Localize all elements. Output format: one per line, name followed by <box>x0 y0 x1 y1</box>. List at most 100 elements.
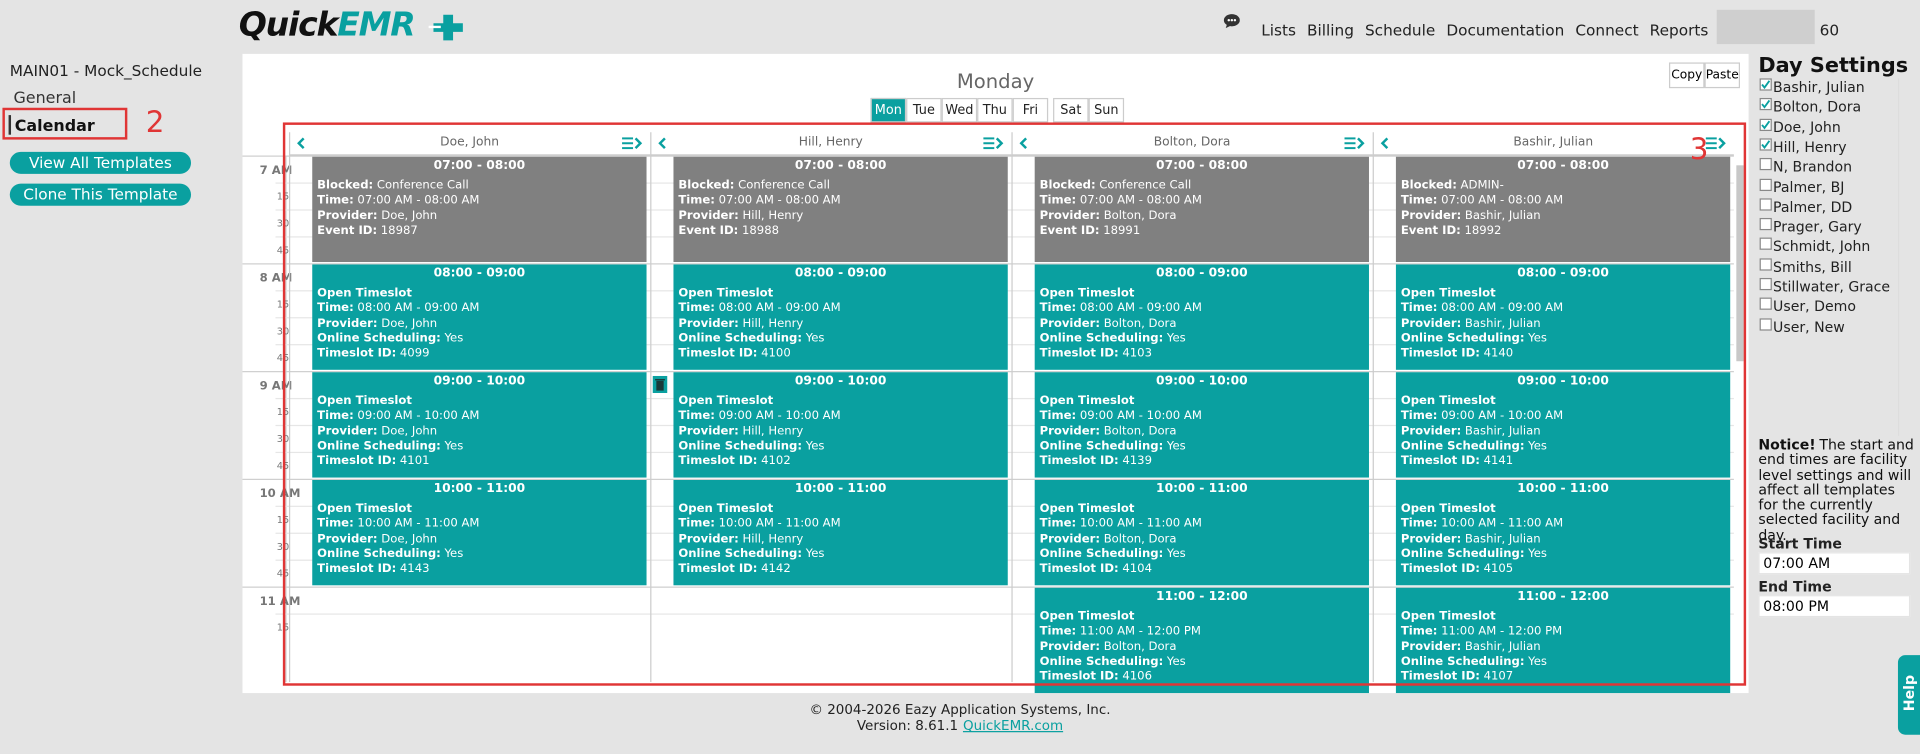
event-block[interactable]: 07:00 - 08:00 Blocked: Conference Call Time… <box>673 156 1008 263</box>
event-line: Timeslot ID: 4141 <box>1401 455 1513 468</box>
day-tab[interactable]: Fri <box>1012 97 1049 123</box>
event-block[interactable]: 10:00 - 11:00 Open Timeslot Time: 10:00 AM … <box>1395 480 1731 586</box>
event-label: Online Scheduling: <box>678 331 803 346</box>
event-label: Time: <box>317 517 354 531</box>
event-line: Online Scheduling: Yes <box>1401 332 1547 345</box>
time-line <box>242 155 1734 157</box>
event-line: Online Scheduling: Yes <box>678 547 824 560</box>
event-time-range: 08:00 - 09:00 <box>433 266 526 281</box>
logo-quick: Quick <box>238 6 339 45</box>
provider-checkbox[interactable] <box>1759 317 1772 331</box>
event-value: 10:00 AM - 11:00 AM <box>718 517 841 531</box>
sidebar-button[interactable]: View All Templates <box>9 151 192 174</box>
time-column <box>242 155 287 683</box>
action-button[interactable]: Paste <box>1704 62 1740 89</box>
menu-item[interactable]: General <box>13 89 77 108</box>
event-line: Timeslot ID: 4106 <box>1040 670 1152 683</box>
event-label: Time: <box>678 517 715 531</box>
provider-checkbox[interactable] <box>1759 138 1772 151</box>
menu-item[interactable]: Calendar <box>14 117 95 136</box>
column-header: Bashir, Julian <box>1372 132 1734 156</box>
event-label: Timeslot ID: <box>1400 670 1480 684</box>
provider-name: Hill, Henry <box>1773 138 1847 156</box>
nav-item[interactable]: Documentation <box>1446 20 1565 40</box>
event-block[interactable]: 11:00 - 12:00 Open Timeslot Time: 11:00 AM … <box>1395 587 1731 694</box>
event-label: Open Timeslot <box>678 502 774 516</box>
start-time-input[interactable]: 07:00 AM <box>1758 552 1911 575</box>
event-label: Timeslot ID: <box>317 454 397 468</box>
provider-name: Doe, John <box>1773 118 1841 136</box>
day-tab[interactable]: Sun <box>1088 97 1125 123</box>
provider-checkbox[interactable] <box>1759 198 1772 211</box>
event-block[interactable]: 09:00 - 10:00 Open Timeslot Time: 09:00 AM … <box>312 372 647 478</box>
event-block[interactable]: 07:00 - 08:00 Blocked: Conference Call Time… <box>312 156 647 263</box>
provider-checkbox[interactable] <box>1759 297 1772 311</box>
provider-checkbox[interactable] <box>1759 277 1772 291</box>
help-tab[interactable]: Help <box>1897 655 1920 735</box>
nav-item[interactable]: Lists <box>1261 20 1296 40</box>
provider-checkbox[interactable] <box>1759 118 1772 131</box>
event-block[interactable]: 10:00 - 11:00 Open Timeslot Time: 10:00 AM … <box>673 480 1008 586</box>
event-block[interactable]: 07:00 - 08:00 Blocked: Conference Call Time… <box>1034 156 1369 263</box>
time-label: 10 AM <box>259 487 301 501</box>
event-value: Yes <box>1528 331 1547 346</box>
provider-checkbox[interactable] <box>1759 238 1772 251</box>
nav-item[interactable]: Connect <box>1575 20 1639 40</box>
event-label: Online Scheduling: <box>1039 439 1164 453</box>
day-tab[interactable]: Sat <box>1053 97 1089 123</box>
event-block[interactable]: 09:00 - 10:00 Open Timeslot Time: 09:00 AM … <box>1034 372 1369 478</box>
day-tab[interactable]: Mon <box>870 97 907 123</box>
day-tab[interactable]: Tue <box>906 97 942 123</box>
column-menu <box>1705 137 1726 150</box>
event-line: Event ID: 18991 <box>1040 224 1141 237</box>
event-label: Timeslot ID: <box>317 346 397 361</box>
event-block[interactable]: 11:00 - 12:00 Open Timeslot Time: 11:00 AM … <box>1034 587 1369 694</box>
event-time-range: 10:00 - 11:00 <box>1156 482 1248 496</box>
end-time-input[interactable]: 08:00 PM <box>1758 595 1911 618</box>
sidebar-button[interactable]: Clone This Template <box>9 183 192 206</box>
event-line: Blocked: ADMIN- <box>1401 179 1504 192</box>
event-label: Online Scheduling: <box>317 547 441 561</box>
provider-checkbox[interactable] <box>1759 78 1772 91</box>
event-value: Bashir, Julian <box>1464 532 1541 546</box>
provider-name: Palmer, BJ <box>1773 178 1845 196</box>
prev-arrow <box>1380 137 1389 150</box>
footer-link[interactable]: QuickEMR.com <box>962 717 1064 734</box>
event-block[interactable]: 09:00 - 10:00 Open Timeslot Time: 09:00 AM … <box>1395 372 1731 478</box>
event-label: Time: <box>678 301 715 316</box>
nav-item[interactable]: Schedule <box>1364 20 1436 40</box>
event-time-range: 07:00 - 08:00 <box>1156 159 1248 173</box>
event-time-range: 09:00 - 10:00 <box>1156 374 1248 389</box>
event-line: Time: 07:00 AM - 08:00 AM <box>678 194 840 207</box>
event-value: Yes <box>805 547 825 561</box>
provider-checkbox[interactable] <box>1759 257 1772 271</box>
event-time-range: 09:00 - 10:00 <box>794 374 887 389</box>
event-label: Provider: <box>1039 424 1101 438</box>
event-line: Time: 10:00 AM - 11:00 AM <box>1401 517 1563 530</box>
event-block[interactable]: 10:00 - 11:00 Open Timeslot Time: 10:00 AM … <box>312 480 647 586</box>
action-button[interactable]: Copy <box>1668 62 1705 89</box>
day-tab[interactable]: Wed <box>941 97 978 123</box>
nav-item[interactable]: Billing <box>1306 20 1354 40</box>
provider-checkbox[interactable] <box>1759 158 1772 171</box>
column-header: Doe, John <box>288 132 651 156</box>
provider-checkbox[interactable] <box>1759 218 1772 231</box>
event-line: Time: 09:00 AM - 10:00 AM <box>1040 409 1202 422</box>
day-tab[interactable]: Thu <box>977 97 1013 123</box>
event-block[interactable]: 07:00 - 08:00 Blocked: ADMIN- Time: 07:00 AM… <box>1395 156 1731 263</box>
event-label: Provider: <box>1400 639 1462 654</box>
event-value: 4099 <box>399 346 430 361</box>
notice: Notice! The start and end times are facil… <box>1758 437 1915 542</box>
event-block[interactable]: 09:00 - 10:00 Open Timeslot Time: 09:00 AM … <box>673 372 1008 478</box>
event-block[interactable]: 08:00 - 09:00 Open Timeslot Time: 08:00 AM … <box>312 264 647 370</box>
event-block[interactable]: 10:00 - 11:00 Open Timeslot Time: 10:00 AM … <box>1034 480 1369 586</box>
event-block[interactable]: 08:00 - 09:00 Open Timeslot Time: 08:00 AM … <box>673 264 1008 370</box>
calendar-annotation-box <box>282 122 1747 686</box>
event-line: Time: 08:00 AM - 09:00 AM <box>317 302 479 315</box>
provider-checkbox[interactable] <box>1759 98 1772 111</box>
event-block[interactable]: 08:00 - 09:00 Open Timeslot Time: 08:00 AM … <box>1395 264 1731 370</box>
event-block[interactable]: 08:00 - 09:00 Open Timeslot Time: 08:00 AM … <box>1034 264 1369 370</box>
provider-checkbox[interactable] <box>1759 178 1772 191</box>
nav-item[interactable]: Reports <box>1649 20 1709 40</box>
provider-name: User, Demo <box>1773 297 1856 316</box>
